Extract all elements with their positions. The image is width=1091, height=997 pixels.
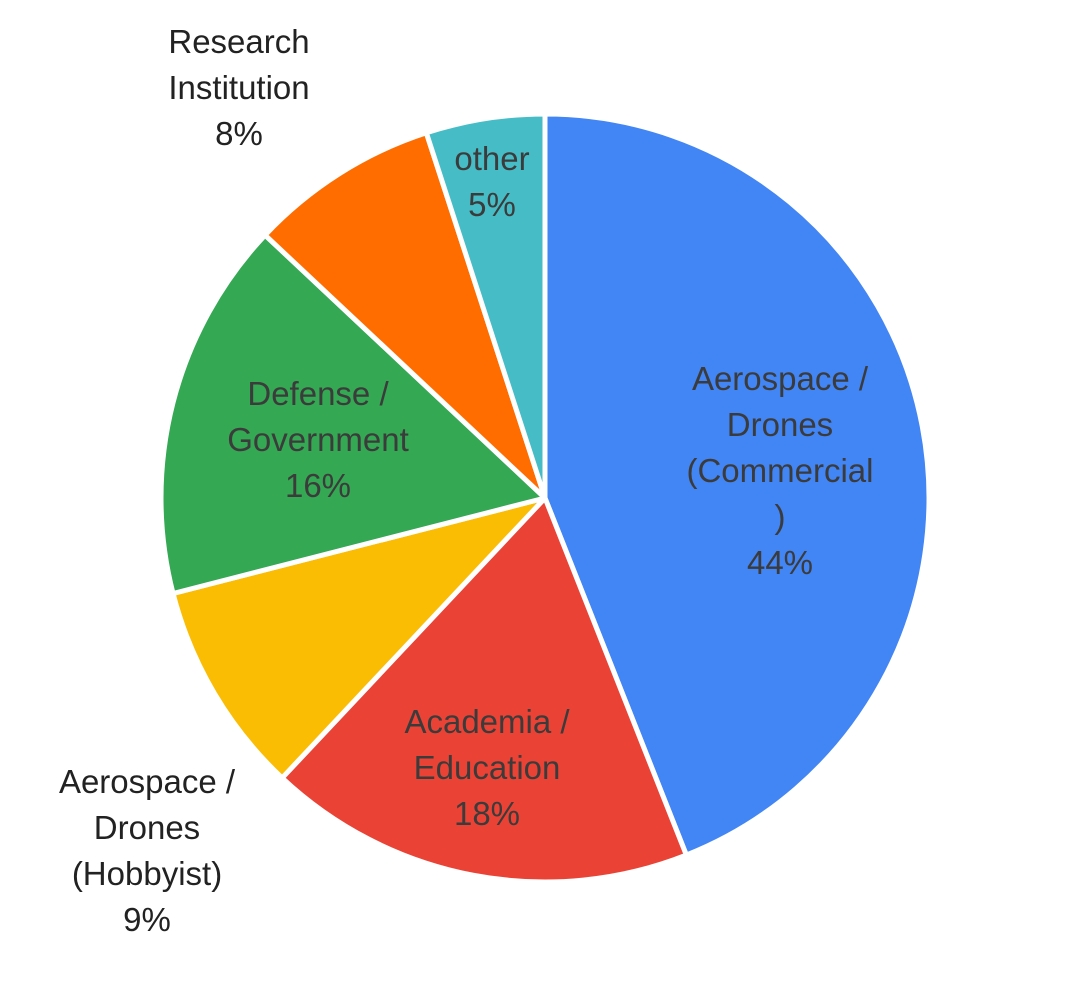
slice-label-line: 18% (454, 795, 520, 832)
slice-label-line: Aerospace / (59, 763, 236, 800)
pie-slice (279, 495, 689, 885)
slice-label: other 5% (454, 140, 529, 223)
slice-label-line: Drones (727, 406, 833, 443)
slice-label-line: Government (227, 421, 409, 458)
slice-label-line: ) (775, 498, 786, 535)
pie-slice (170, 495, 548, 781)
slice-label-line: Research (168, 23, 309, 60)
pie-slice (423, 111, 548, 501)
slice-label-line: Defense / (247, 375, 389, 412)
slice-label-line: 8% (215, 115, 263, 152)
slice-label-line: Academia / (404, 703, 570, 740)
pie-slice (542, 111, 932, 858)
slice-label-line: 44% (747, 544, 813, 581)
slice-label-line: other (454, 140, 529, 177)
slice-label-line: (Hobbyist) (72, 855, 222, 892)
slice-label: Research Institution 8% (168, 23, 309, 152)
slice-label: Aerospace / Drones (Commercial) 44% (686, 360, 873, 581)
pie-slice (158, 232, 548, 596)
slice-label-line: (Commercial (686, 452, 873, 489)
pie-labels: Aerospace / Drones (Commercial) 44% Academia… (59, 23, 874, 938)
slice-label: Academia / Education 18% (404, 703, 570, 832)
slice-label-line: 16% (285, 467, 351, 504)
slice-label-line: Drones (94, 809, 200, 846)
slice-label: Aerospace / Drones (Hobbyist) 9% (59, 763, 236, 938)
slice-label-line: 5% (468, 186, 516, 223)
slice-label-line: Institution (168, 69, 309, 106)
pie-slice (262, 130, 548, 501)
slice-label: Defense / Government 16% (227, 375, 409, 504)
slice-label-line: Education (414, 749, 561, 786)
pie-slices (158, 111, 932, 885)
slice-label-line: 9% (123, 901, 171, 938)
slice-label-line: Aerospace / (692, 360, 869, 397)
